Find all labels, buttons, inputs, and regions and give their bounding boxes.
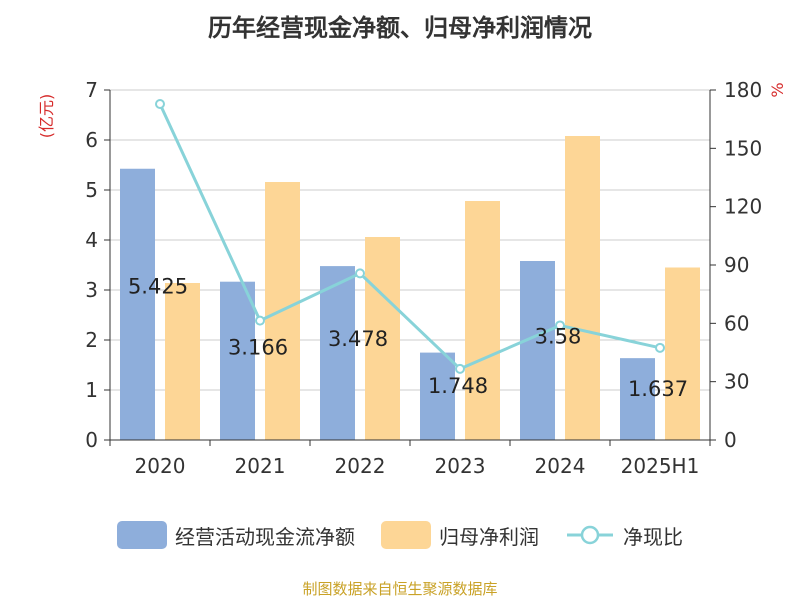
y-left-axis-label: (亿元) (37, 94, 56, 139)
point-ratio-2024 (555, 320, 565, 331)
legend-item-ratio[interactable]: 净现比 (565, 521, 683, 550)
axes-layer: 0 1 2 3 4 5 6 7 0 30 60 90 120 150 180 (亿元)% 2020 2021 202… (37, 78, 787, 478)
y-left-tick-label-3: 3 (85, 278, 98, 302)
data-label-cashflow-2020: 5.425 (128, 275, 188, 299)
legend-swatch-cashflow (117, 521, 167, 549)
line-ratio (158, 103, 661, 371)
y-left-tick-label-4: 4 (85, 228, 98, 252)
bar-net-profit-2025H1 (665, 267, 700, 440)
y-left-tick-label-0: 0 (85, 428, 98, 452)
legend: 经营活动现金流净额 归母净利润 净现比 (0, 518, 800, 552)
data-label-cashflow-2024: 3.58 (535, 324, 582, 348)
x-tick-label-2020: 2020 (135, 454, 186, 478)
y-right-tick-label-30: 30 (724, 370, 749, 394)
x-tick-label-2022: 2022 (335, 454, 386, 478)
y-right-tick-label-180: 180 (724, 78, 762, 102)
data-label-cashflow-2022: 3.478 (328, 327, 388, 351)
bar-cashflow-2021 (220, 281, 255, 440)
point-ratio-2021 (255, 315, 265, 326)
y-left-tick-label-5: 5 (85, 178, 98, 202)
legend-label-net-profit: 归母净利润 (439, 524, 539, 549)
bar-net-profit-2023 (465, 201, 500, 440)
point-ratio-2023 (455, 363, 465, 374)
bar-cashflow-2020 (120, 168, 155, 440)
y-right-tick-label-0: 0 (724, 428, 737, 452)
bar-net-profit-2022 (365, 237, 400, 440)
y-right-tick-label-120: 120 (724, 195, 762, 219)
x-tick-label-2025H1: 2025H1 (621, 454, 700, 478)
y-left-tick-label-2: 2 (85, 328, 98, 352)
y-right-axis-label: % (768, 82, 787, 97)
legend-label-cashflow: 经营活动现金流净额 (175, 524, 355, 549)
y-right-tick-label-90: 90 (724, 253, 749, 277)
bar-cashflow-2023 (420, 352, 455, 440)
point-ratio-2022 (355, 268, 365, 279)
y-left-tick-label-6: 6 (85, 128, 98, 152)
x-tick-label-2023: 2023 (435, 454, 486, 478)
y-right-tick-label-150: 150 (724, 136, 762, 160)
bar-cashflow-2022 (320, 266, 355, 440)
chart-title: 历年经营现金净额、归母净利润情况 (208, 14, 592, 42)
bar-net-profit-2024 (565, 136, 600, 440)
line-layer (155, 99, 665, 374)
legend-swatch-net-profit (381, 521, 431, 549)
point-ratio-2020 (155, 99, 165, 109)
legend-item-cashflow[interactable]: 经营活动现金流净额 (117, 521, 355, 550)
x-tick-label-2024: 2024 (535, 454, 586, 478)
point-ratio-2025H1 (655, 342, 665, 353)
data-label-cashflow-2025H1: 1.637 (628, 377, 688, 401)
data-label-cashflow-2021: 3.166 (228, 336, 288, 360)
bar-net-profit-2020 (165, 283, 200, 440)
legend-swatch-ratio (567, 525, 613, 545)
source-note: 制图数据来自恒生聚源数据库 (302, 580, 498, 598)
y-left-tick-label-7: 7 (85, 78, 98, 102)
x-tick-label-2021: 2021 (235, 454, 286, 478)
y-left-tick-label-1: 1 (85, 378, 98, 402)
legend-label-ratio: 净现比 (623, 524, 683, 549)
bar-cashflow-2024 (520, 261, 555, 440)
data-label-cashflow-2023: 1.748 (428, 374, 488, 398)
legend-item-net-profit[interactable]: 归母净利润 (381, 521, 539, 550)
bar-cashflow-2025H1 (620, 358, 655, 440)
labels-layer: 5.425 3.166 3.478 1.748 3.58 1.637 (128, 275, 688, 401)
y-right-tick-label-60: 60 (724, 311, 749, 335)
bars-layer (120, 136, 700, 440)
